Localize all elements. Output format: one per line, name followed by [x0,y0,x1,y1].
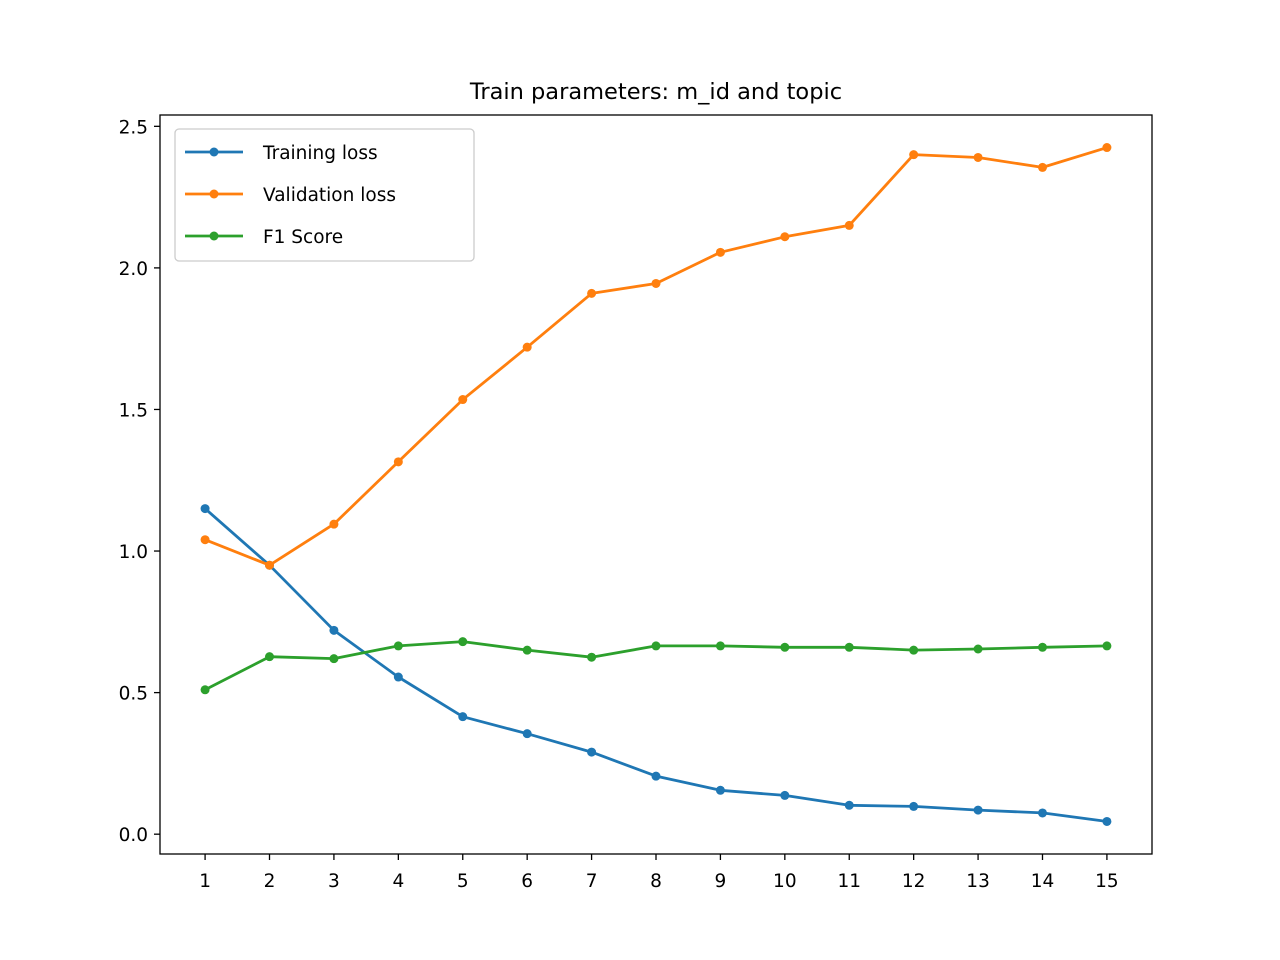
data-point-training-loss [973,805,983,815]
data-point-validation-loss [715,247,725,257]
x-tick-label: 1 [199,871,211,892]
data-point-f1-score [393,641,403,651]
data-point-training-loss [715,785,725,795]
y-tick-label: 0.5 [119,684,148,705]
x-tick-label: 6 [521,871,533,892]
legend-marker [209,189,219,199]
data-point-f1-score [458,637,468,647]
data-point-f1-score [265,652,275,662]
x-axis: 1 2 3 4 5 6 7 8 9 10 11 12 13 14 15 [199,854,1119,892]
data-point-f1-score [1037,642,1047,652]
y-tick-label: 0.0 [119,825,148,846]
data-point-training-loss [587,747,597,757]
y-tick-label: 2.5 [119,117,148,138]
x-tick-label: 12 [902,871,926,892]
data-point-validation-loss [1102,143,1112,153]
legend-box [174,128,475,262]
data-point-f1-score [200,685,210,695]
data-point-training-loss [844,800,854,810]
chart-title: Train parameters: m_id and topic [469,79,842,105]
data-point-f1-score [522,645,532,655]
data-point-training-loss [200,504,210,514]
x-tick-label: 7 [586,871,598,892]
y-axis: 0.0 0.5 1.0 1.5 2.0 2.5 [119,117,160,846]
legend-marker [209,147,219,157]
data-point-validation-loss [587,288,597,298]
data-point-validation-loss [458,395,468,405]
data-point-training-loss [780,790,790,800]
data-point-validation-loss [973,152,983,162]
x-tick-label: 9 [715,871,727,892]
data-point-training-loss [393,672,403,682]
data-point-validation-loss [1037,162,1047,172]
data-point-validation-loss [200,535,210,545]
y-tick-label: 1.5 [119,400,148,421]
x-tick-label: 3 [328,871,340,892]
y-tick-label: 1.0 [119,542,148,563]
legend-label: Training loss [262,143,378,164]
data-point-training-loss [522,729,532,739]
data-point-f1-score [329,654,339,664]
plot-area [200,143,1112,826]
x-tick-label: 13 [966,871,990,892]
data-point-f1-score [715,641,725,651]
x-tick-label: 5 [457,871,469,892]
legend-marker [209,231,219,241]
x-tick-label: 14 [1031,871,1055,892]
data-point-f1-score [909,645,919,655]
data-point-training-loss [458,712,468,722]
data-point-f1-score [587,652,597,662]
data-point-training-loss [1102,816,1112,826]
data-point-validation-loss [393,457,403,467]
legend-label: Validation loss [263,185,396,206]
data-point-training-loss [1037,808,1047,818]
data-point-f1-score [973,644,983,654]
x-tick-label: 10 [773,871,797,892]
y-tick-label: 2.0 [119,259,148,280]
data-point-f1-score [651,641,661,651]
x-tick-label: 15 [1095,871,1119,892]
data-point-f1-score [1102,641,1112,651]
data-point-validation-loss [522,342,532,352]
data-point-validation-loss [844,220,854,230]
data-point-validation-loss [651,278,661,288]
data-point-f1-score [844,642,854,652]
data-point-training-loss [329,625,339,635]
data-point-training-loss [909,801,919,811]
data-point-validation-loss [909,150,919,160]
data-point-validation-loss [265,560,275,570]
data-point-f1-score [780,642,790,652]
x-tick-label: 2 [264,871,276,892]
x-tick-label: 11 [837,871,861,892]
axes-frame [159,114,1153,855]
x-tick-label: 4 [392,871,404,892]
data-point-validation-loss [329,519,339,529]
legend: Training loss Validation loss F1 Score [174,128,475,262]
legend-label: F1 Score [263,227,343,248]
x-tick-label: 8 [650,871,662,892]
data-point-validation-loss [780,232,790,242]
data-point-training-loss [651,771,661,781]
